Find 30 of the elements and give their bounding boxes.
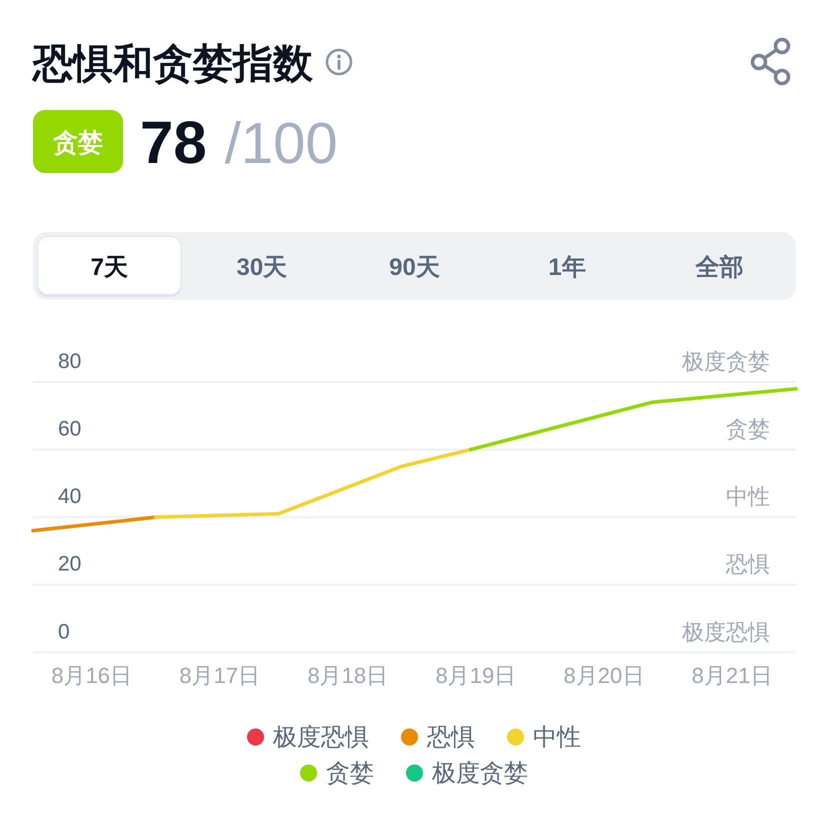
annotation: 恐惧 xyxy=(725,552,770,577)
annotation: 贪婪 xyxy=(726,416,770,442)
annotation: 极度恐惧 xyxy=(681,619,770,644)
legend-label: 贪婪 xyxy=(326,760,374,787)
text: 极度贪婪 xyxy=(681,349,770,374)
legend-label: 极度贪婪 xyxy=(431,760,528,787)
legend-label: 极度恐惧 xyxy=(272,724,369,751)
text: 7天 xyxy=(90,254,128,281)
text: 贪婪 xyxy=(52,129,103,157)
y-tick-label: 20 xyxy=(58,552,82,576)
legend-label: 恐惧 xyxy=(426,724,475,751)
text: 1年 xyxy=(548,254,586,281)
text: /100 xyxy=(224,111,338,176)
chart-title: 恐惧和贪婪指数 xyxy=(31,42,314,86)
x-tick-label: 8月21日 xyxy=(692,663,772,688)
text: 全部 xyxy=(694,254,744,281)
x-tick-label: 8月18日 xyxy=(307,663,388,688)
y-tick-label: 60 xyxy=(58,418,82,441)
y-tick-label: 80 xyxy=(58,350,82,373)
x-tick-label: 8月16日 xyxy=(51,663,132,688)
y-tick-label: 0 xyxy=(58,620,70,644)
x-tick-label: 8月17日 xyxy=(179,663,260,688)
text: 78 xyxy=(140,109,207,176)
y-tick-label: 40 xyxy=(58,485,82,508)
x-tick-label: 8月19日 xyxy=(436,663,516,688)
text: 30天 xyxy=(236,254,288,281)
annotation: 中性 xyxy=(726,484,770,510)
text: 90天 xyxy=(389,254,440,281)
x-tick-label: 8月20日 xyxy=(564,663,644,688)
legend-label: 中性 xyxy=(533,724,581,751)
